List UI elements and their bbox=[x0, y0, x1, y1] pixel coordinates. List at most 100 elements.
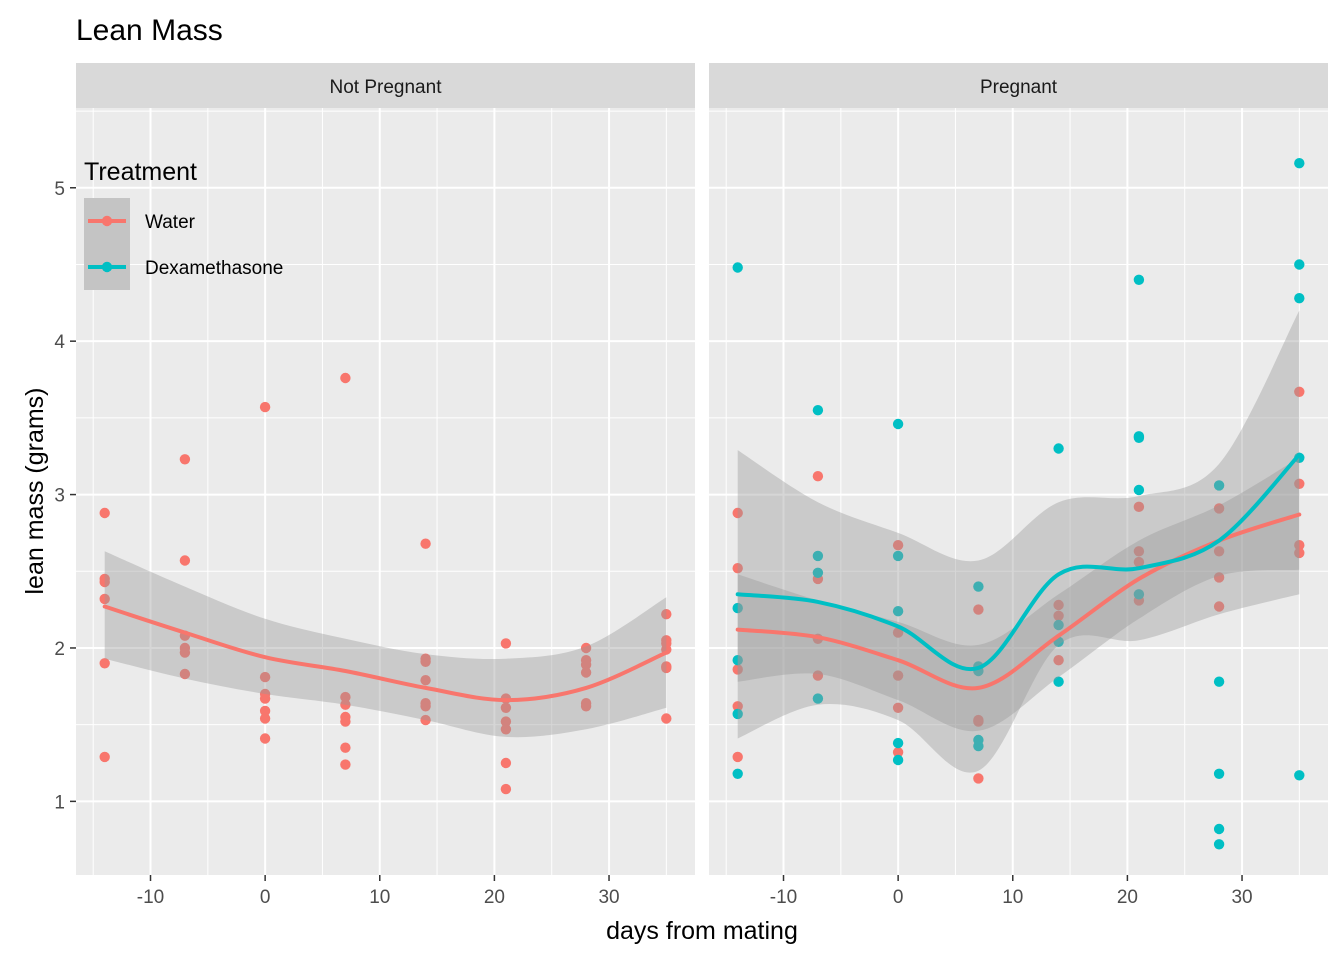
data-point-water bbox=[420, 656, 431, 667]
x-tick-label: -10 bbox=[137, 887, 164, 908]
data-point-water bbox=[500, 638, 512, 649]
data-point-water bbox=[732, 701, 743, 712]
panels-layer: Not Pregnant -10 0 10 20 30 1 2 3 4 5 Pregnant -10 0 1… bbox=[54, 63, 1328, 908]
data-point-dexamethasone bbox=[1053, 676, 1064, 687]
data-point-dexamethasone bbox=[732, 708, 743, 720]
data-point-dexamethasone bbox=[1133, 274, 1145, 285]
data-point-water bbox=[259, 713, 271, 724]
data-point-water bbox=[1294, 540, 1305, 551]
data-point-water bbox=[892, 747, 904, 758]
data-point-dexamethasone bbox=[1213, 676, 1225, 687]
data-point-water bbox=[1213, 572, 1225, 583]
confidence-band-water bbox=[104, 551, 667, 738]
data-point-water bbox=[892, 627, 904, 638]
data-point-water bbox=[1213, 503, 1225, 514]
data-point-water bbox=[973, 773, 984, 784]
data-point-water bbox=[661, 609, 672, 620]
data-point-water bbox=[500, 716, 512, 727]
data-point-dexamethasone bbox=[1294, 293, 1305, 304]
data-point-water bbox=[1133, 546, 1145, 557]
data-point-dexamethasone bbox=[732, 262, 743, 273]
legend: Treatment Water Dexamethasone bbox=[84, 158, 283, 290]
legend-label: Water bbox=[145, 212, 196, 233]
data-point-dexamethasone bbox=[1133, 432, 1145, 443]
y-axis-title: lean mass (grams) bbox=[21, 388, 49, 595]
data-point-water bbox=[99, 593, 110, 605]
data-point-water bbox=[892, 702, 904, 713]
data-point-dexamethasone bbox=[892, 550, 904, 562]
data-point-dexamethasone bbox=[812, 550, 824, 562]
data-point-water bbox=[973, 604, 984, 615]
data-point-dexamethasone bbox=[1294, 770, 1305, 781]
data-point-dexamethasone bbox=[973, 581, 984, 592]
data-point-dexamethasone bbox=[1213, 839, 1225, 850]
x-tick-label: 10 bbox=[369, 887, 390, 908]
data-point-water bbox=[179, 668, 191, 680]
panel-data bbox=[732, 158, 1305, 850]
data-point-water bbox=[340, 759, 351, 770]
data-point-water bbox=[179, 647, 191, 658]
data-point-water bbox=[259, 401, 271, 413]
data-point-water bbox=[580, 701, 592, 712]
legend-title: Treatment bbox=[84, 158, 197, 186]
data-point-dexamethasone bbox=[732, 655, 743, 666]
data-point-water bbox=[340, 372, 351, 384]
legend-entry-water: Water bbox=[84, 198, 196, 244]
data-point-water bbox=[973, 716, 984, 727]
y-tick-label: 2 bbox=[54, 639, 65, 660]
data-point-dexamethasone bbox=[1213, 768, 1225, 779]
x-tick-label: 30 bbox=[1231, 887, 1252, 908]
facet-strip bbox=[76, 63, 695, 108]
x-tick-label: -10 bbox=[770, 887, 797, 908]
data-point-water bbox=[1213, 546, 1225, 557]
data-point-water bbox=[420, 701, 431, 712]
data-point-water bbox=[661, 713, 672, 724]
data-point-water bbox=[500, 757, 512, 769]
data-point-water bbox=[1053, 599, 1064, 611]
legend-label: Dexamethasone bbox=[145, 258, 283, 279]
data-point-dexamethasone bbox=[1133, 484, 1145, 496]
data-point-water bbox=[732, 664, 743, 675]
data-point-water bbox=[892, 670, 904, 681]
data-point-water bbox=[340, 742, 351, 753]
data-point-water bbox=[580, 642, 592, 654]
data-point-dexamethasone bbox=[973, 740, 984, 752]
x-axis-title: days from mating bbox=[606, 917, 798, 945]
data-point-water bbox=[179, 555, 191, 566]
data-point-water bbox=[580, 659, 592, 670]
data-point-water bbox=[732, 563, 743, 574]
x-tick-label: 10 bbox=[1002, 887, 1023, 908]
data-point-water bbox=[420, 714, 431, 726]
data-point-water bbox=[661, 662, 672, 674]
facet-strip bbox=[709, 63, 1328, 108]
data-point-water bbox=[99, 507, 110, 519]
data-point-dexamethasone bbox=[892, 754, 904, 766]
panel-data bbox=[99, 372, 672, 795]
x-tick-label: 0 bbox=[893, 887, 904, 908]
data-point-water bbox=[420, 538, 431, 549]
data-point-water bbox=[1053, 655, 1064, 666]
smooth-line-dexamethasone bbox=[735, 452, 1302, 672]
data-point-water bbox=[1294, 386, 1305, 397]
x-tick-label: 30 bbox=[598, 887, 619, 908]
data-point-water bbox=[732, 507, 743, 519]
data-point-water bbox=[340, 699, 351, 710]
data-point-water bbox=[259, 671, 271, 683]
data-point-water bbox=[1053, 610, 1064, 621]
data-point-dexamethasone bbox=[1053, 619, 1064, 631]
data-point-dexamethasone bbox=[892, 606, 904, 617]
data-point-water bbox=[1133, 501, 1145, 512]
x-tick-label: 0 bbox=[260, 887, 271, 908]
panel-1: Not Pregnant -10 0 10 20 30 1 2 3 4 5 bbox=[54, 63, 695, 908]
panel-2: Pregnant -10 0 10 20 30 bbox=[709, 63, 1328, 908]
data-point-water bbox=[812, 670, 824, 681]
data-point-water bbox=[812, 471, 824, 482]
data-point-water bbox=[259, 705, 271, 717]
data-point-water bbox=[259, 733, 271, 744]
data-point-water bbox=[580, 667, 592, 678]
panel-background bbox=[709, 108, 1328, 875]
data-point-dexamethasone bbox=[1053, 443, 1064, 454]
data-point-dexamethasone bbox=[1294, 158, 1305, 169]
data-point-water bbox=[99, 576, 110, 588]
